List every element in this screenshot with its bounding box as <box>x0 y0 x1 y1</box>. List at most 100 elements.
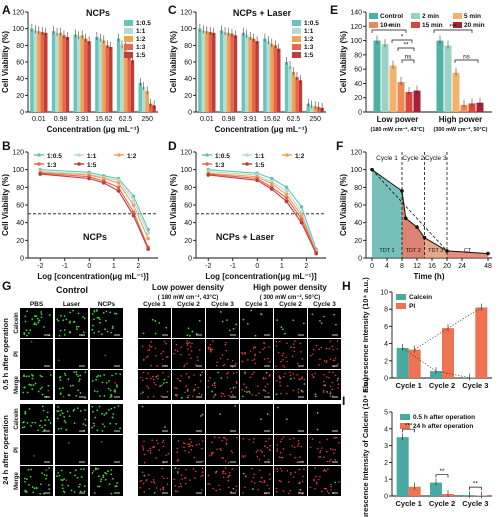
cell-dot <box>44 424 46 427</box>
x-tick-label: 250 <box>309 116 321 123</box>
micrograph <box>90 339 123 369</box>
cell-dot <box>188 451 190 454</box>
cell-dot <box>326 460 329 463</box>
cell-dot <box>264 377 267 380</box>
cell-dot <box>73 321 75 324</box>
panel-letter-h: H <box>342 279 351 293</box>
legend-marker <box>77 162 81 166</box>
y-tick-label: 60 <box>354 203 362 210</box>
cell-dot <box>314 467 316 469</box>
cell-dot <box>69 385 72 387</box>
cell-dot <box>245 476 247 478</box>
cell-dot <box>330 485 332 488</box>
cell-dot <box>266 484 269 486</box>
data-point <box>38 172 43 176</box>
bar <box>244 34 249 112</box>
legend-label: 1:2 <box>304 36 314 43</box>
cell-dot <box>67 484 70 487</box>
cell-dot <box>283 332 286 335</box>
cell-dot <box>276 319 278 322</box>
cell-dot <box>326 490 329 492</box>
x-tick-sublabel: (300 mW cm⁻², 50°C) <box>433 126 487 133</box>
cell-dot <box>24 320 27 323</box>
cell-dot <box>40 419 42 422</box>
cell-dot <box>334 436 337 439</box>
cell-dot <box>151 318 154 321</box>
cell-dot <box>290 471 292 474</box>
cell-dot <box>319 476 321 478</box>
cell-dot <box>154 332 157 335</box>
bar <box>51 31 56 113</box>
cell-dot <box>38 424 41 427</box>
cell-dot <box>265 440 267 443</box>
cell-dot <box>80 476 83 478</box>
cell-dot <box>333 359 336 362</box>
cell-dot <box>319 451 321 454</box>
cell-dot <box>325 450 328 453</box>
cell-dot <box>276 444 279 446</box>
legend-marker <box>285 153 289 157</box>
cell-dot <box>337 387 339 389</box>
y-tick-label: 120 <box>12 150 24 157</box>
cell-dot <box>334 481 337 484</box>
cell-dot <box>111 374 113 377</box>
cell-dot <box>141 445 144 447</box>
cell-dot <box>230 450 233 452</box>
cell-dot <box>252 476 255 479</box>
cell-dot <box>337 363 339 366</box>
panel-letter-i: I <box>342 394 345 408</box>
cell-dot <box>297 445 299 447</box>
cell-dot <box>146 478 148 481</box>
bar <box>138 82 142 112</box>
cell-dot <box>261 477 263 479</box>
cell-dot <box>258 458 261 461</box>
x-tick-label: Low power <box>377 115 419 124</box>
cell-dot <box>292 437 295 440</box>
micrograph <box>206 404 239 434</box>
cell-dot <box>327 492 330 494</box>
cell-dot <box>195 470 197 473</box>
x-tick-label: 250 <box>141 116 153 123</box>
cell-dot <box>242 437 245 440</box>
cell-dot <box>224 460 227 462</box>
chart-title: NCPs + Laser <box>216 232 275 242</box>
cell-dot <box>289 490 292 492</box>
cell-dot <box>227 476 229 478</box>
series-line <box>40 170 149 234</box>
cell-dot <box>97 374 100 377</box>
cell-dot <box>265 371 268 374</box>
cell-dot <box>184 482 187 485</box>
bar <box>40 32 45 112</box>
bar <box>33 30 38 112</box>
y-tick-label: 40 <box>16 220 24 227</box>
cell-dot <box>207 474 210 477</box>
cell-dot <box>235 382 238 384</box>
cell-dot <box>44 419 47 422</box>
cell-dot <box>187 342 190 345</box>
micrograph <box>55 404 88 434</box>
cell-dot <box>102 476 105 478</box>
cell-dot <box>97 475 100 478</box>
cell-dot <box>60 469 63 472</box>
cell-dot <box>263 358 266 360</box>
cell-dot <box>146 377 148 380</box>
cell-dot <box>253 482 256 484</box>
cell-dot <box>40 313 43 316</box>
cell-dot <box>219 488 221 491</box>
data-point <box>284 189 289 193</box>
bar <box>105 45 110 113</box>
cell-dot <box>41 386 43 389</box>
cell-dot <box>225 341 227 344</box>
cell-dot <box>153 491 156 494</box>
y-tick-label: 120 <box>350 150 362 157</box>
cell-dot <box>228 329 231 332</box>
cell-dot <box>259 480 261 483</box>
cell-dot <box>178 468 180 470</box>
cell-dot <box>57 406 59 408</box>
cell-dot <box>75 325 78 328</box>
cell-dot <box>297 440 300 442</box>
tdt-region <box>372 169 402 258</box>
y-tick-label: 100 <box>12 26 24 33</box>
y-tick-label: 0 <box>188 256 192 263</box>
cell-dot <box>109 311 111 314</box>
